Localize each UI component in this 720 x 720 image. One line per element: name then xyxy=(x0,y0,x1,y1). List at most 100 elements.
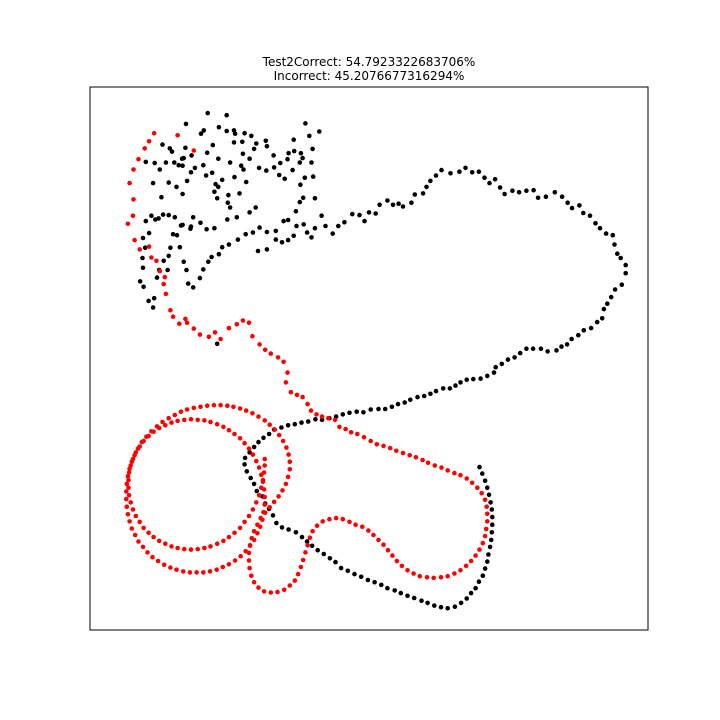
data-point xyxy=(191,405,197,411)
data-point xyxy=(480,540,486,546)
data-point xyxy=(485,511,490,517)
data-point xyxy=(307,535,313,540)
data-point xyxy=(298,182,303,187)
data-point xyxy=(142,245,148,250)
data-point xyxy=(256,465,262,470)
data-point xyxy=(287,459,293,465)
data-point xyxy=(237,525,243,531)
data-point xyxy=(255,531,260,536)
data-point xyxy=(150,305,156,310)
data-point xyxy=(257,524,263,530)
data-point xyxy=(166,253,171,259)
data-point xyxy=(185,281,191,286)
data-point xyxy=(395,401,401,407)
data-point xyxy=(601,306,607,312)
data-point xyxy=(360,524,365,530)
data-point xyxy=(368,407,374,412)
data-point xyxy=(264,168,269,173)
data-point xyxy=(214,421,220,427)
data-point xyxy=(183,316,188,322)
data-point xyxy=(261,435,266,441)
data-point xyxy=(309,235,314,240)
data-point xyxy=(126,477,131,483)
data-point xyxy=(260,477,266,483)
data-point xyxy=(484,504,490,510)
data-point xyxy=(187,570,193,575)
data-point xyxy=(251,481,257,487)
data-point xyxy=(146,298,151,304)
data-point xyxy=(411,571,416,576)
data-point xyxy=(246,558,252,563)
data-point xyxy=(207,569,213,574)
data-point xyxy=(159,194,164,200)
data-point xyxy=(285,217,291,223)
data-point xyxy=(188,417,194,422)
data-point xyxy=(262,463,268,468)
data-point xyxy=(226,427,232,433)
data-point xyxy=(146,530,151,536)
data-point xyxy=(129,526,135,531)
data-point xyxy=(218,402,223,408)
data-point xyxy=(478,376,483,381)
data-point xyxy=(379,582,384,588)
data-point xyxy=(244,469,250,474)
data-point xyxy=(127,180,132,186)
data-point xyxy=(288,389,294,395)
data-point xyxy=(234,215,240,220)
data-point xyxy=(191,148,197,153)
data-point xyxy=(251,579,257,585)
data-point xyxy=(137,279,143,284)
data-point xyxy=(276,494,281,499)
data-point xyxy=(415,394,420,400)
data-point xyxy=(581,210,586,216)
data-point xyxy=(440,386,446,391)
data-point xyxy=(517,350,523,356)
data-point xyxy=(420,457,425,463)
data-point xyxy=(203,173,209,178)
data-point xyxy=(458,472,463,478)
data-point xyxy=(286,150,291,156)
data-point xyxy=(226,534,232,540)
data-point xyxy=(191,326,197,331)
data-point xyxy=(281,359,286,365)
data-point xyxy=(270,513,276,518)
data-point xyxy=(294,392,300,398)
data-point xyxy=(502,191,507,197)
data-point xyxy=(545,349,550,354)
data-point xyxy=(353,522,358,527)
data-point xyxy=(292,421,298,427)
data-point xyxy=(368,438,374,444)
data-point xyxy=(232,174,237,180)
data-point xyxy=(224,112,229,118)
data-point xyxy=(169,420,174,425)
data-point xyxy=(237,191,242,196)
data-point xyxy=(153,217,158,222)
data-point xyxy=(181,259,186,265)
data-point xyxy=(212,189,217,195)
data-point xyxy=(286,452,291,457)
data-point xyxy=(251,146,257,152)
data-point xyxy=(445,468,451,473)
data-point xyxy=(535,195,541,201)
data-point xyxy=(167,146,173,151)
data-point xyxy=(130,213,136,218)
data-point xyxy=(569,336,574,342)
data-point xyxy=(608,294,614,300)
data-point xyxy=(268,351,274,356)
data-point xyxy=(439,167,444,173)
data-point xyxy=(531,187,536,193)
data-point xyxy=(471,376,476,382)
data-point xyxy=(256,414,261,419)
data-point xyxy=(226,242,232,247)
data-point xyxy=(312,196,318,201)
data-point xyxy=(400,204,406,209)
data-point xyxy=(261,509,266,515)
data-point xyxy=(273,237,279,242)
data-point xyxy=(141,438,146,444)
data-point xyxy=(126,470,132,475)
data-point xyxy=(205,110,210,116)
data-point xyxy=(452,571,457,576)
data-point xyxy=(381,443,386,449)
data-point xyxy=(249,133,254,139)
